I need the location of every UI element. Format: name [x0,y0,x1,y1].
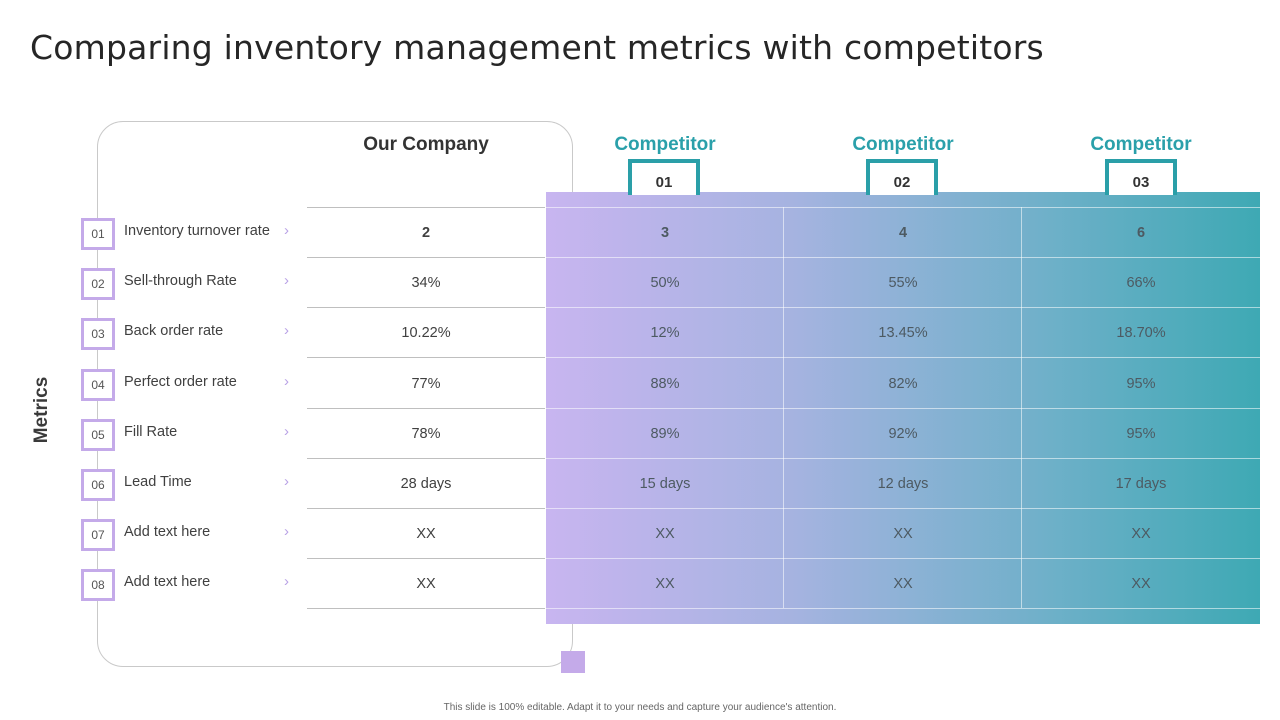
competitor-2-value: XX [784,559,1022,610]
page-title: Comparing inventory management metrics w… [30,28,1044,67]
row-number-badge: 03 [81,318,115,351]
table-row: 06 Lead Time › 28 days 15 days 12 days 17 days [0,459,1280,509]
competitor-3-number-tab: 03 [1105,159,1177,195]
chevron-right-icon: › [284,322,289,340]
metric-name: Sell-through Rate [124,273,237,290]
decorative-square [561,651,585,673]
table-row: 08 Add text here › XX XX XX XX [0,559,1280,610]
metric-name: Inventory turnover rate [124,223,270,239]
metric-name: Back order rate [124,323,224,340]
competitor-2-value: 55% [784,258,1022,309]
table-row: 01 Inventory turnover rate › 2 3 4 6 [0,208,1280,258]
chevron-right-icon: › [284,573,289,591]
competitor-1-value: 88% [546,359,784,409]
competitor-2-value: 12 days [784,459,1022,509]
competitor-3-value: 17 days [1022,459,1260,509]
competitor-3-value: XX [1022,559,1260,610]
chevron-right-icon: › [284,222,289,239]
competitor-2-value: 4 [784,208,1022,258]
competitor-1-value: XX [546,509,784,560]
our-company-value: 77% [307,359,545,409]
competitor-1-value: 15 days [546,459,784,509]
footer-note: This slide is 100% editable. Adapt it to… [443,702,837,713]
our-company-value: 2 [307,208,545,258]
row-number-badge: 01 [81,218,115,250]
competitor-top-divider [546,207,1260,208]
competitor-1-header: Competitor [614,134,716,155]
competitor-2-number-tab: 02 [866,159,938,195]
competitor-2-header: Competitor [852,134,954,155]
metric-name: Lead Time [124,474,192,490]
metric-name: Add text here [124,574,211,591]
competitor-3-value: XX [1022,509,1260,560]
row-number-badge: 08 [81,569,115,602]
row-number-badge: 05 [81,418,115,451]
row-number-badge: 07 [81,519,115,552]
metric-name: Fill Rate [124,423,178,440]
chevron-right-icon: › [284,272,289,290]
chevron-right-icon: › [284,523,289,541]
our-company-value: 10.22% [307,308,545,359]
row-number-badge: 02 [81,268,115,301]
our-company-header: Our Company [363,134,489,155]
competitor-2-value: 92% [784,409,1022,459]
table-row: 03 Back order rate › 10.22% 12% 13.45% 18.70% [0,308,1280,359]
metric-name: Add text here [124,524,211,541]
competitor-3-value: 18.70% [1022,308,1260,359]
competitor-3-header: Competitor [1090,134,1192,155]
our-company-value: 34% [307,258,545,309]
competitor-1-value: 12% [546,308,784,359]
competitor-2-value: 82% [784,359,1022,409]
competitor-1-value: 3 [546,208,784,258]
chevron-right-icon: › [284,372,289,390]
competitor-2-value: XX [784,509,1022,560]
competitor-3-value: 66% [1022,258,1260,309]
metric-name: Perfect order rate [124,373,237,390]
competitor-2-value: 13.45% [784,308,1022,359]
our-company-value: 28 days [307,459,545,509]
table-row: 02 Sell-through Rate › 34% 50% 55% 66% [0,258,1280,309]
competitor-1-value: 50% [546,258,784,309]
competitor-3-value: 95% [1022,409,1260,459]
competitor-1-value: 89% [546,409,784,459]
row-number-badge: 06 [81,469,115,501]
table-row: 04 Perfect order rate › 77% 88% 82% 95% [0,359,1280,409]
table-row: 07 Add text here › XX XX XX XX [0,509,1280,560]
chevron-right-icon: › [284,473,289,490]
our-company-value: XX [307,559,545,610]
competitor-3-value: 95% [1022,359,1260,409]
column-divider [1021,207,1022,608]
competitor-1-number-tab: 01 [628,159,700,195]
chevron-right-icon: › [284,422,289,440]
competitor-1-value: XX [546,559,784,610]
competitor-3-value: 6 [1022,208,1260,258]
column-divider [783,207,784,608]
table-row: 05 Fill Rate › 78% 89% 92% 95% [0,409,1280,459]
row-number-badge: 04 [81,368,115,401]
table-top-divider [307,207,545,208]
our-company-value: 78% [307,409,545,459]
our-company-value: XX [307,509,545,560]
